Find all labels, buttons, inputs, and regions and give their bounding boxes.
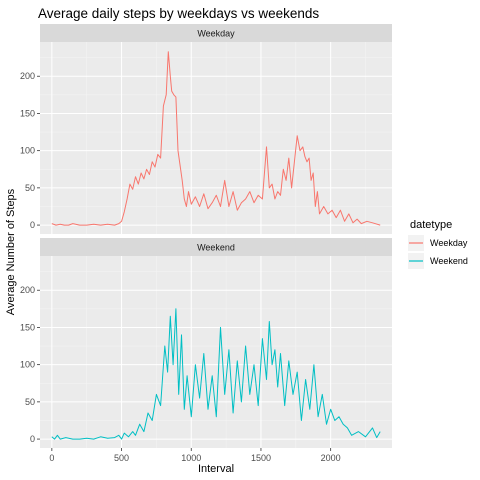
legend-label: Weekday [430, 238, 468, 248]
y-tick-label: 200 [20, 71, 35, 81]
facet-strip-label: Weekend [197, 243, 235, 253]
facet-panels: Weekday 0 50 100 150 200 Weekend 0 50 100 150 200 [20, 24, 392, 448]
y-tick-label: 100 [20, 146, 35, 156]
y-tick-label: 0 [30, 434, 35, 444]
y-tick-label: 150 [20, 108, 35, 118]
legend-title: datetype [410, 219, 452, 231]
facet-strip [40, 238, 392, 256]
panel-background [40, 256, 392, 448]
y-tick-label: 200 [20, 285, 35, 295]
y-tick-label: 100 [20, 360, 35, 370]
legend-label: Weekend [430, 256, 468, 266]
series-line-weekday [51, 51, 381, 226]
facet-strip [40, 24, 392, 42]
y-tick-label: 0 [30, 220, 35, 230]
legend-item-weekend: Weekend [408, 253, 468, 269]
x-tick-label: 500 [114, 453, 129, 463]
y-tick-label: 150 [20, 322, 35, 332]
x-tick-label: 1000 [181, 453, 201, 463]
facet-strip-label: Weekday [197, 29, 235, 39]
panel-weekday: Weekday 0 50 100 150 200 [20, 24, 392, 234]
legend-item-weekday: Weekday [408, 235, 468, 251]
panel-weekend: Weekend 0 50 100 150 200 [20, 238, 392, 448]
x-axis-title: Interval [198, 463, 234, 475]
chart-title: Average daily steps by weekdays vs weeke… [38, 6, 319, 21]
legend: datetype Weekday Weekend [408, 219, 468, 269]
series-line-weekend [51, 308, 381, 440]
y-axis-title: Average Number of Steps [5, 188, 17, 315]
panel-background [40, 42, 392, 234]
x-axis-ticks: 0 500 1000 1500 2000 [49, 448, 341, 463]
x-tick-label: 2000 [321, 453, 341, 463]
x-tick-label: 1500 [251, 453, 271, 463]
x-tick-label: 0 [49, 453, 54, 463]
y-tick-label: 50 [25, 397, 35, 407]
y-tick-label: 50 [25, 183, 35, 193]
